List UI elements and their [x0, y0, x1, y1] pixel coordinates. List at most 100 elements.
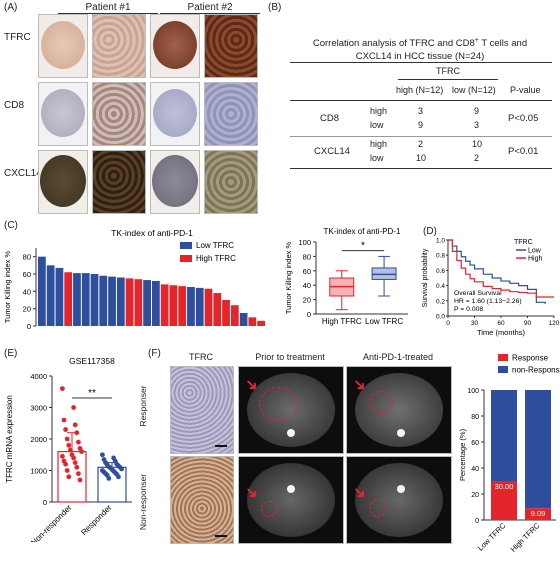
- km-curve-low: [448, 239, 546, 304]
- mri-responser-treated: ➜: [346, 366, 452, 454]
- y-tick-label: 0: [475, 518, 479, 525]
- y-tick-label: 20: [471, 492, 479, 499]
- table-header-rule: [398, 79, 498, 80]
- y-tick-label: 40: [303, 281, 311, 290]
- table-row: high 2 10: [370, 139, 483, 149]
- km-curve-high: [448, 239, 554, 298]
- row-label-cxcl14: CXCL14: [4, 168, 42, 179]
- y-tick-label: 80: [303, 252, 311, 261]
- annotation-line: Overall Survival: [454, 290, 502, 297]
- table-header-tfrc: TFRC: [436, 66, 460, 76]
- legend-label-low: Low TFRC: [196, 241, 234, 250]
- row-label-cd8: CD8: [4, 100, 25, 111]
- ihc-cd8-p1-core: [38, 82, 88, 146]
- mri-nonresponser-prior: ➜: [238, 456, 344, 544]
- y-tick-label: 60: [23, 270, 31, 279]
- bar: [248, 317, 257, 326]
- patient2-label: Patient #2: [160, 2, 260, 14]
- table-row: high 3 9: [370, 106, 480, 116]
- table-group-rule: [290, 136, 552, 137]
- x-tick-label: 30: [471, 320, 479, 327]
- mri-responser-prior: ➜: [238, 366, 344, 454]
- x-tick-label: Low TFRC: [476, 521, 508, 553]
- data-point: [74, 430, 80, 436]
- panel-a-label: (A): [4, 2, 18, 13]
- x-tick-label: High TFRC: [509, 521, 542, 554]
- bar: [125, 278, 134, 326]
- ihc-tfrc-p2-zoom: [204, 14, 258, 78]
- y-axis-label: Percentage (%): [458, 428, 467, 481]
- legend-swatch-response: [498, 354, 508, 361]
- y-axis-label: Survival probability: [422, 248, 429, 307]
- y-tick-label: 40: [23, 287, 31, 296]
- y-tick-label: 80: [471, 414, 479, 421]
- bar: [152, 280, 160, 326]
- table-row: low 10 2: [370, 153, 480, 163]
- chart-title: TK-index of anti-PD-1: [324, 227, 401, 236]
- table-p-cd8: P<0.05: [508, 113, 539, 124]
- y-tick-label: 0: [27, 322, 31, 331]
- bar: [204, 288, 213, 326]
- bar: [38, 256, 46, 326]
- ihc-tfrc-p1-zoom: [92, 14, 146, 78]
- data-point: [77, 477, 83, 483]
- x-tick-label: High TFRC: [322, 317, 362, 326]
- ihc-cxcl14-p1-zoom: [92, 150, 146, 214]
- data-point: [106, 475, 112, 481]
- bar: [116, 277, 125, 326]
- legend-label-low: Low: [528, 248, 542, 255]
- bar-response: [525, 508, 551, 520]
- bar: [257, 320, 265, 326]
- histology-responser: [170, 366, 234, 454]
- bar: [90, 274, 99, 326]
- panel-e-label: (E): [4, 348, 18, 359]
- legend-label-high: High TFRC: [196, 254, 236, 263]
- data-point: [74, 464, 80, 470]
- bar: [160, 284, 169, 326]
- y-tick-label: 0.2: [436, 298, 445, 305]
- chart-title: GSE117358: [69, 356, 115, 366]
- y-tick-label: 3000: [30, 404, 47, 413]
- y-tick-label: 100: [298, 238, 311, 247]
- ihc-tfrc-p2-core: [150, 14, 200, 78]
- data-point: [71, 455, 76, 461]
- annotation-line: HR = 1.60 (1.13−2.26): [454, 298, 522, 305]
- table-col-low: low (N=12): [452, 85, 496, 95]
- y-tick-label: 0: [307, 310, 311, 319]
- ihc-cxcl14-p1-core: [38, 150, 88, 214]
- bar: [46, 265, 55, 326]
- x-tick-label: Non-responder: [29, 503, 73, 542]
- ihc-cd8-p2-zoom: [204, 82, 258, 146]
- data-point: [66, 442, 72, 448]
- data-label: 9.09: [531, 509, 546, 518]
- data-point: [79, 449, 84, 454]
- y-tick-label: 1.0: [436, 238, 445, 245]
- data-point: [61, 417, 67, 423]
- bar: [178, 286, 187, 326]
- bar: [134, 279, 143, 326]
- legend-label-nonresponse: non-Response: [512, 366, 560, 375]
- data-point: [60, 386, 65, 391]
- y-tick-label: 0.6: [436, 268, 445, 275]
- f-header-tfrc: TFRC: [189, 352, 213, 362]
- bar: [81, 273, 90, 326]
- response-bar-chart: Response non-Response 0 20 40 60 80 100 Percenta…: [458, 354, 560, 554]
- data-point: [64, 436, 70, 442]
- data-point: [76, 471, 81, 477]
- annotation-line: P = 0.008: [454, 306, 483, 313]
- ihc-cd8-p1-zoom: [92, 82, 146, 146]
- f-row-responser: Responser: [138, 385, 148, 427]
- y-tick-label: 60: [303, 267, 311, 276]
- bar: [239, 313, 248, 326]
- table-marker-cd8: CD8: [320, 113, 340, 124]
- data-point: [119, 466, 124, 472]
- y-tick-label: 100: [467, 388, 479, 395]
- f-header-treated: Anti-PD-1-treated: [362, 352, 434, 362]
- sig-marker: **: [88, 388, 96, 399]
- y-tick-label: 20: [303, 296, 311, 305]
- table-bottom-rule: [290, 168, 552, 169]
- ihc-tfrc-p1-core: [38, 14, 88, 78]
- data-point: [72, 460, 78, 466]
- y-axis-label: Tumor Killing index %: [3, 251, 12, 324]
- data-point: [72, 422, 78, 428]
